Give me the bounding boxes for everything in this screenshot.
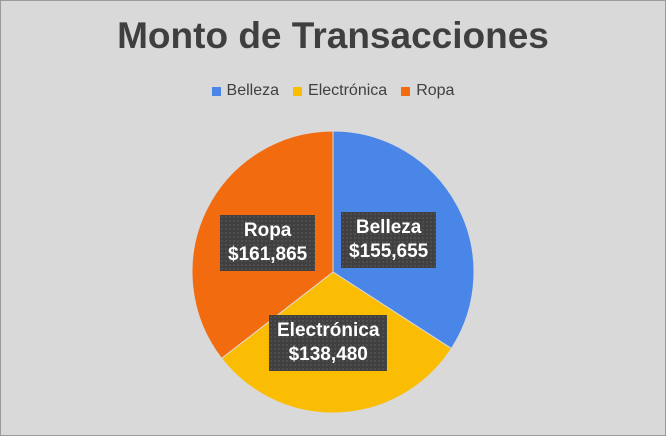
data-label-value: $138,480: [288, 344, 368, 365]
data-label-ropa: Ropa $161,865: [220, 215, 316, 271]
legend-label-belleza: Belleza: [226, 82, 280, 99]
legend-item-ropa: Ropa: [401, 82, 454, 100]
data-label-belleza: Belleza $155,655: [341, 212, 437, 268]
data-label-category: Belleza: [355, 217, 422, 238]
data-label-category: Ropa: [243, 220, 292, 241]
legend-swatch-ropa: [401, 86, 411, 96]
legend-item-electronica: Electrónica: [293, 82, 387, 100]
data-label-electronica: Electrónica $138,480: [269, 315, 388, 371]
data-label-value: $161,865: [228, 244, 308, 265]
chart-legend: Belleza Electrónica Ropa: [1, 82, 665, 100]
data-label-category: Electrónica: [277, 320, 380, 341]
legend-item-belleza: Belleza: [211, 82, 280, 100]
data-label-value: $155,655: [349, 241, 429, 262]
chart-title: Monto de Transacciones: [117, 15, 549, 56]
legend-swatch-belleza: [211, 86, 221, 96]
legend-label-electronica: Electrónica: [308, 82, 388, 99]
legend-swatch-electronica: [293, 86, 303, 96]
legend-label-ropa: Ropa: [416, 82, 455, 99]
